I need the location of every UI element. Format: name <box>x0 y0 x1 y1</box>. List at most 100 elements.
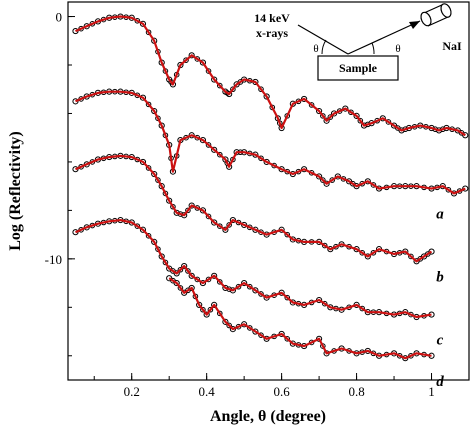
data-point <box>329 177 336 183</box>
data-point <box>263 158 270 166</box>
data-point <box>145 101 152 108</box>
data-point <box>177 285 184 291</box>
reflected-beam-arrowhead <box>409 21 420 29</box>
data-point <box>155 177 161 183</box>
y-tick-label: 0 <box>56 10 63 25</box>
data-point <box>315 107 323 115</box>
data-point <box>241 279 248 287</box>
data-point <box>205 213 212 220</box>
fit-line <box>168 277 432 360</box>
data-point <box>370 249 377 256</box>
data-point <box>320 113 326 119</box>
x-tick-label: 0.6 <box>273 384 290 399</box>
x-tick-label: 0.2 <box>124 384 140 399</box>
data-point <box>188 272 195 279</box>
data-point <box>158 253 165 260</box>
data-point <box>258 291 264 297</box>
experiment-inset: 14 keV x-rays θ θ Sample NaI <box>254 3 462 81</box>
data-point <box>308 102 315 108</box>
data-point <box>226 222 232 228</box>
data-point <box>284 231 291 238</box>
x-tick-label: 1 <box>428 384 435 399</box>
data-point <box>173 270 180 277</box>
curve-label-a: a <box>436 207 444 223</box>
plot-frame <box>67 1 470 381</box>
data-point <box>211 76 218 83</box>
data-point <box>185 268 191 274</box>
data-point <box>327 114 334 120</box>
sample-block <box>317 55 399 81</box>
data-point <box>246 325 253 331</box>
data-point <box>134 223 141 229</box>
axis-layer: 0.2 0.4 0.6 0.8 1 0 -10 <box>45 10 435 399</box>
data-point <box>205 68 212 74</box>
data-point <box>321 300 328 307</box>
detector-icon <box>420 3 452 27</box>
data-point <box>151 170 158 178</box>
data-point <box>205 276 212 283</box>
data-point <box>205 142 212 148</box>
data-point <box>188 52 195 59</box>
curve-label-c: c <box>437 333 444 349</box>
data-point <box>359 305 365 312</box>
data-point <box>315 335 323 342</box>
data-point <box>246 283 253 290</box>
data-point <box>252 328 259 335</box>
data-point <box>408 253 414 260</box>
data-point <box>445 186 452 193</box>
data-point <box>359 249 365 256</box>
y-tick-label: -10 <box>45 252 62 267</box>
data-point <box>252 287 259 294</box>
data-point <box>258 86 264 93</box>
data-point <box>173 279 180 287</box>
detector-label: NaI <box>442 39 462 53</box>
data-point <box>199 59 207 66</box>
data-point <box>162 259 169 266</box>
source-label-line1: 14 keV <box>254 11 290 25</box>
data-point <box>226 90 233 98</box>
reflected-angle-symbol: θ <box>395 43 400 55</box>
fit-line <box>75 219 432 319</box>
data-point <box>216 82 223 89</box>
data-point <box>428 248 435 255</box>
data-point <box>145 233 152 239</box>
series-b <box>72 152 435 265</box>
data-point <box>364 253 371 260</box>
x-axis-title: Angle, θ (degree) <box>210 408 326 425</box>
data-point <box>315 173 323 180</box>
curve-label-b: b <box>436 270 444 286</box>
data-point <box>370 182 377 188</box>
data-point <box>230 86 236 93</box>
data-point <box>235 283 242 290</box>
sample-label: Sample <box>339 61 378 75</box>
data-point <box>194 56 201 62</box>
data-point <box>199 279 207 287</box>
data-point <box>216 310 223 317</box>
data-point <box>216 279 223 285</box>
data-point <box>321 242 328 249</box>
data-point <box>211 219 218 226</box>
data-point <box>226 322 232 329</box>
data-point <box>158 183 165 190</box>
data-point <box>211 272 218 279</box>
data-point <box>183 57 189 63</box>
data-point <box>166 197 173 204</box>
data-point <box>284 336 291 342</box>
data-point <box>207 306 214 313</box>
data-point <box>170 203 176 210</box>
data-point <box>211 301 218 308</box>
x-tick-label: 0.4 <box>199 384 216 399</box>
fit-line <box>75 154 433 263</box>
data-point <box>145 165 152 171</box>
data-point <box>185 207 191 214</box>
fit-layer <box>75 15 466 360</box>
data-point <box>258 155 264 162</box>
data-point <box>263 93 270 100</box>
data-layer <box>72 13 469 362</box>
x-tick-label: 0.8 <box>348 384 364 399</box>
data-point <box>323 180 330 187</box>
curve-labels: a b c d <box>436 207 444 390</box>
reflected-angle-arc <box>371 42 375 55</box>
data-point <box>216 151 223 158</box>
